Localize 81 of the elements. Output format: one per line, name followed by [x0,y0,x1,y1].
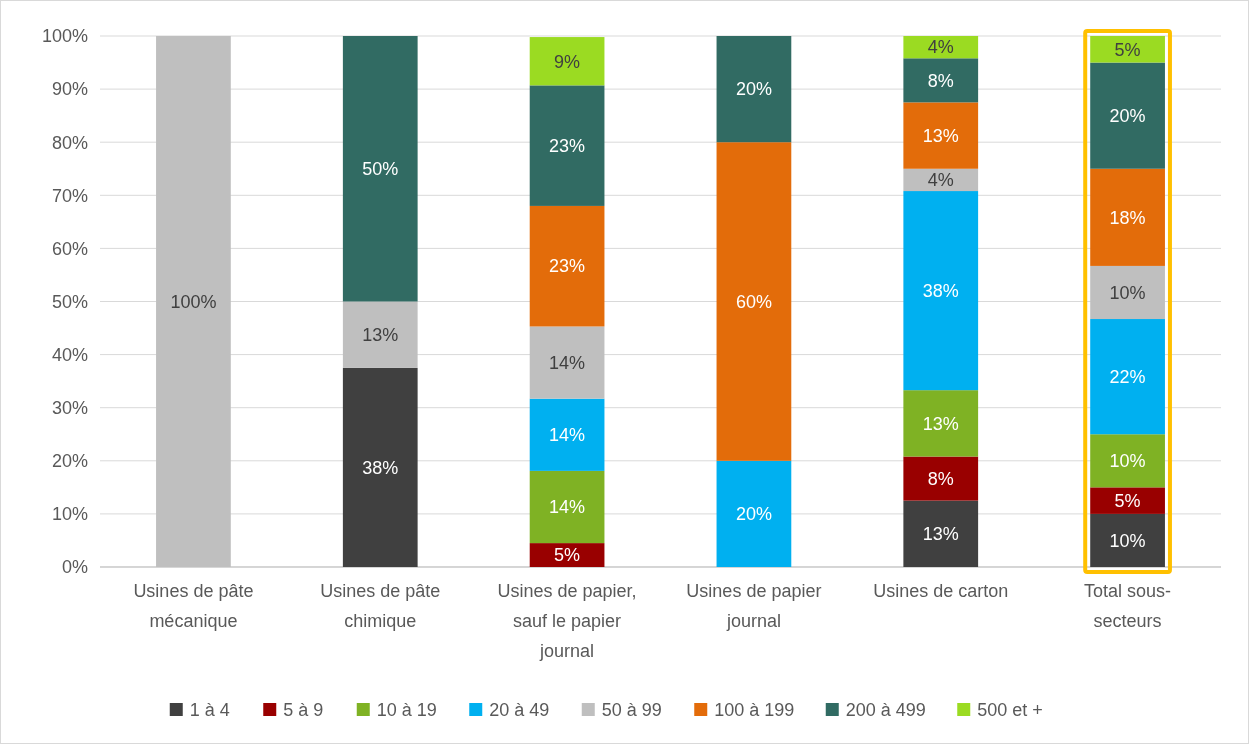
bar [716,142,792,461]
bar [1090,319,1165,435]
data-label: 8% [927,70,954,91]
bar [1090,487,1165,514]
data-label: 60% [735,291,772,312]
y-tick-label: 10% [51,504,88,525]
data-label: 22% [1109,366,1146,387]
data-label: 4% [927,37,954,58]
data-label: 50% [362,159,399,180]
legend-label: 50 à 99 [601,700,662,721]
x-tick-label: Usines de carton [873,581,1009,601]
data-label: 23% [549,135,586,156]
y-tick-label: 20% [51,451,88,472]
bar [529,205,605,327]
bar [1090,168,1165,266]
data-label: 18% [1109,207,1146,228]
y-tick-label: 40% [51,344,88,365]
y-tick-label: 70% [51,185,88,206]
y-tick-label: 30% [51,398,88,418]
legend-label: 500 et + [977,700,1043,721]
x-tick-label: Total sous-secteurs [1084,581,1172,631]
y-tick-label: 60% [51,238,88,259]
data-label: 5% [554,545,581,566]
legend-label: 10 à 19 [376,700,437,721]
bar [529,470,605,544]
data-label: 13% [922,524,959,545]
bar [716,36,792,143]
data-label: 10% [1109,451,1146,472]
data-label: 38% [922,280,959,301]
data-label: 20% [1109,105,1146,126]
legend-label: 20 à 49 [489,700,550,721]
data-label: 14% [549,352,586,373]
legend-label: 200 à 499 [845,700,926,721]
data-label: 8% [927,468,954,489]
y-tick-label: 90% [51,79,88,100]
bar [342,301,418,368]
bar [342,36,418,302]
data-label: 5% [1114,39,1141,60]
bar [1090,513,1165,567]
y-tick-label: 0% [61,557,88,578]
data-label: 14% [549,497,586,518]
data-label: 13% [922,125,959,146]
bar [529,398,605,471]
bar [903,456,979,501]
bar [342,367,418,567]
x-tick-label: Usines de papier, sauf le papier journal [497,581,637,661]
data-label: 13% [362,324,399,345]
bar [1090,36,1165,63]
legend-label: 100 à 199 [714,700,795,721]
y-tick-label: 50% [51,291,88,312]
data-label: 10% [1109,530,1146,551]
bar [1090,265,1165,320]
data-label: 23% [549,256,586,277]
data-label: 14% [549,425,586,446]
bar [903,58,979,103]
bar [1090,62,1165,169]
bar [903,102,979,169]
legend-label: 5 à 9 [283,700,324,721]
y-tick-label: 100% [41,26,88,47]
bar [529,326,605,399]
x-tick-label: Usines de pâte mécanique [133,581,254,631]
legend-label: 1 à 4 [189,700,230,721]
bar [903,390,979,457]
data-label: 38% [362,457,399,478]
bar [903,500,979,567]
data-label: 4% [927,170,954,191]
bar [529,85,605,206]
bar [716,460,792,567]
data-label: 100% [170,291,217,312]
data-label: 20% [735,79,772,100]
y-tick-label: 80% [51,132,88,153]
x-tick-label: Usines de papier journal [686,581,822,631]
data-label: 5% [1114,490,1141,511]
data-label: 10% [1109,282,1146,303]
bar [903,191,979,391]
data-label: 13% [922,413,959,434]
data-label: 9% [554,51,581,72]
x-tick-label: Usines de pâte chimique [320,581,441,631]
data-label: 20% [735,504,772,525]
bar [529,37,605,86]
bar [1090,434,1165,488]
